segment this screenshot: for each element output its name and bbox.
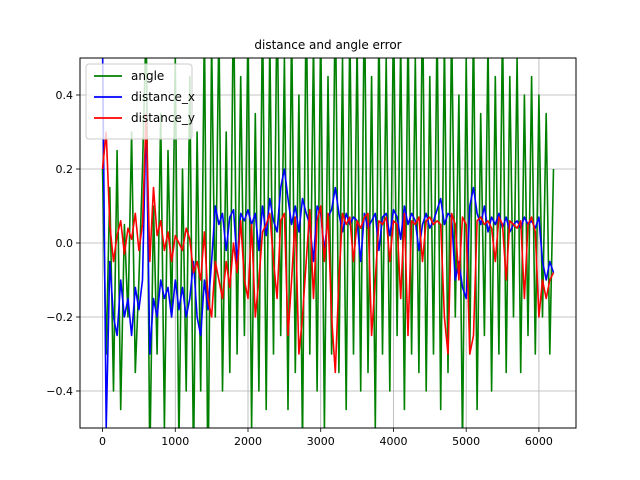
x-axis: 0 1000 2000 3000 4000 5000 6000 — [99, 428, 553, 448]
plot-area — [101, 58, 555, 428]
x-tick-label: 3000 — [307, 435, 335, 448]
x-tick-label: 0 — [99, 435, 106, 448]
chart-title: distance and angle error — [254, 38, 401, 52]
y-axis: −0.4 −0.2 0.0 0.2 0.4 — [46, 89, 80, 398]
y-tick-label: −0.2 — [46, 311, 73, 324]
legend: angle distance_x distance_y — [85, 63, 195, 140]
y-tick-label: 0.4 — [56, 89, 74, 102]
y-tick-label: −0.4 — [46, 385, 73, 398]
legend-box — [85, 63, 193, 140]
x-tick-label: 2000 — [234, 435, 262, 448]
y-tick-label: 0.2 — [56, 163, 74, 176]
x-tick-label: 1000 — [161, 435, 189, 448]
x-tick-label: 5000 — [452, 435, 480, 448]
legend-label: angle — [131, 69, 164, 83]
x-tick-label: 4000 — [379, 435, 407, 448]
series-line-angle — [101, 58, 555, 428]
series-lines — [101, 58, 555, 428]
y-tick-label: 0.0 — [56, 237, 74, 250]
x-tick-label: 6000 — [525, 435, 553, 448]
series-line-distance-y — [101, 112, 555, 374]
legend-label: distance_y — [131, 111, 195, 125]
legend-label: distance_x — [131, 90, 195, 104]
